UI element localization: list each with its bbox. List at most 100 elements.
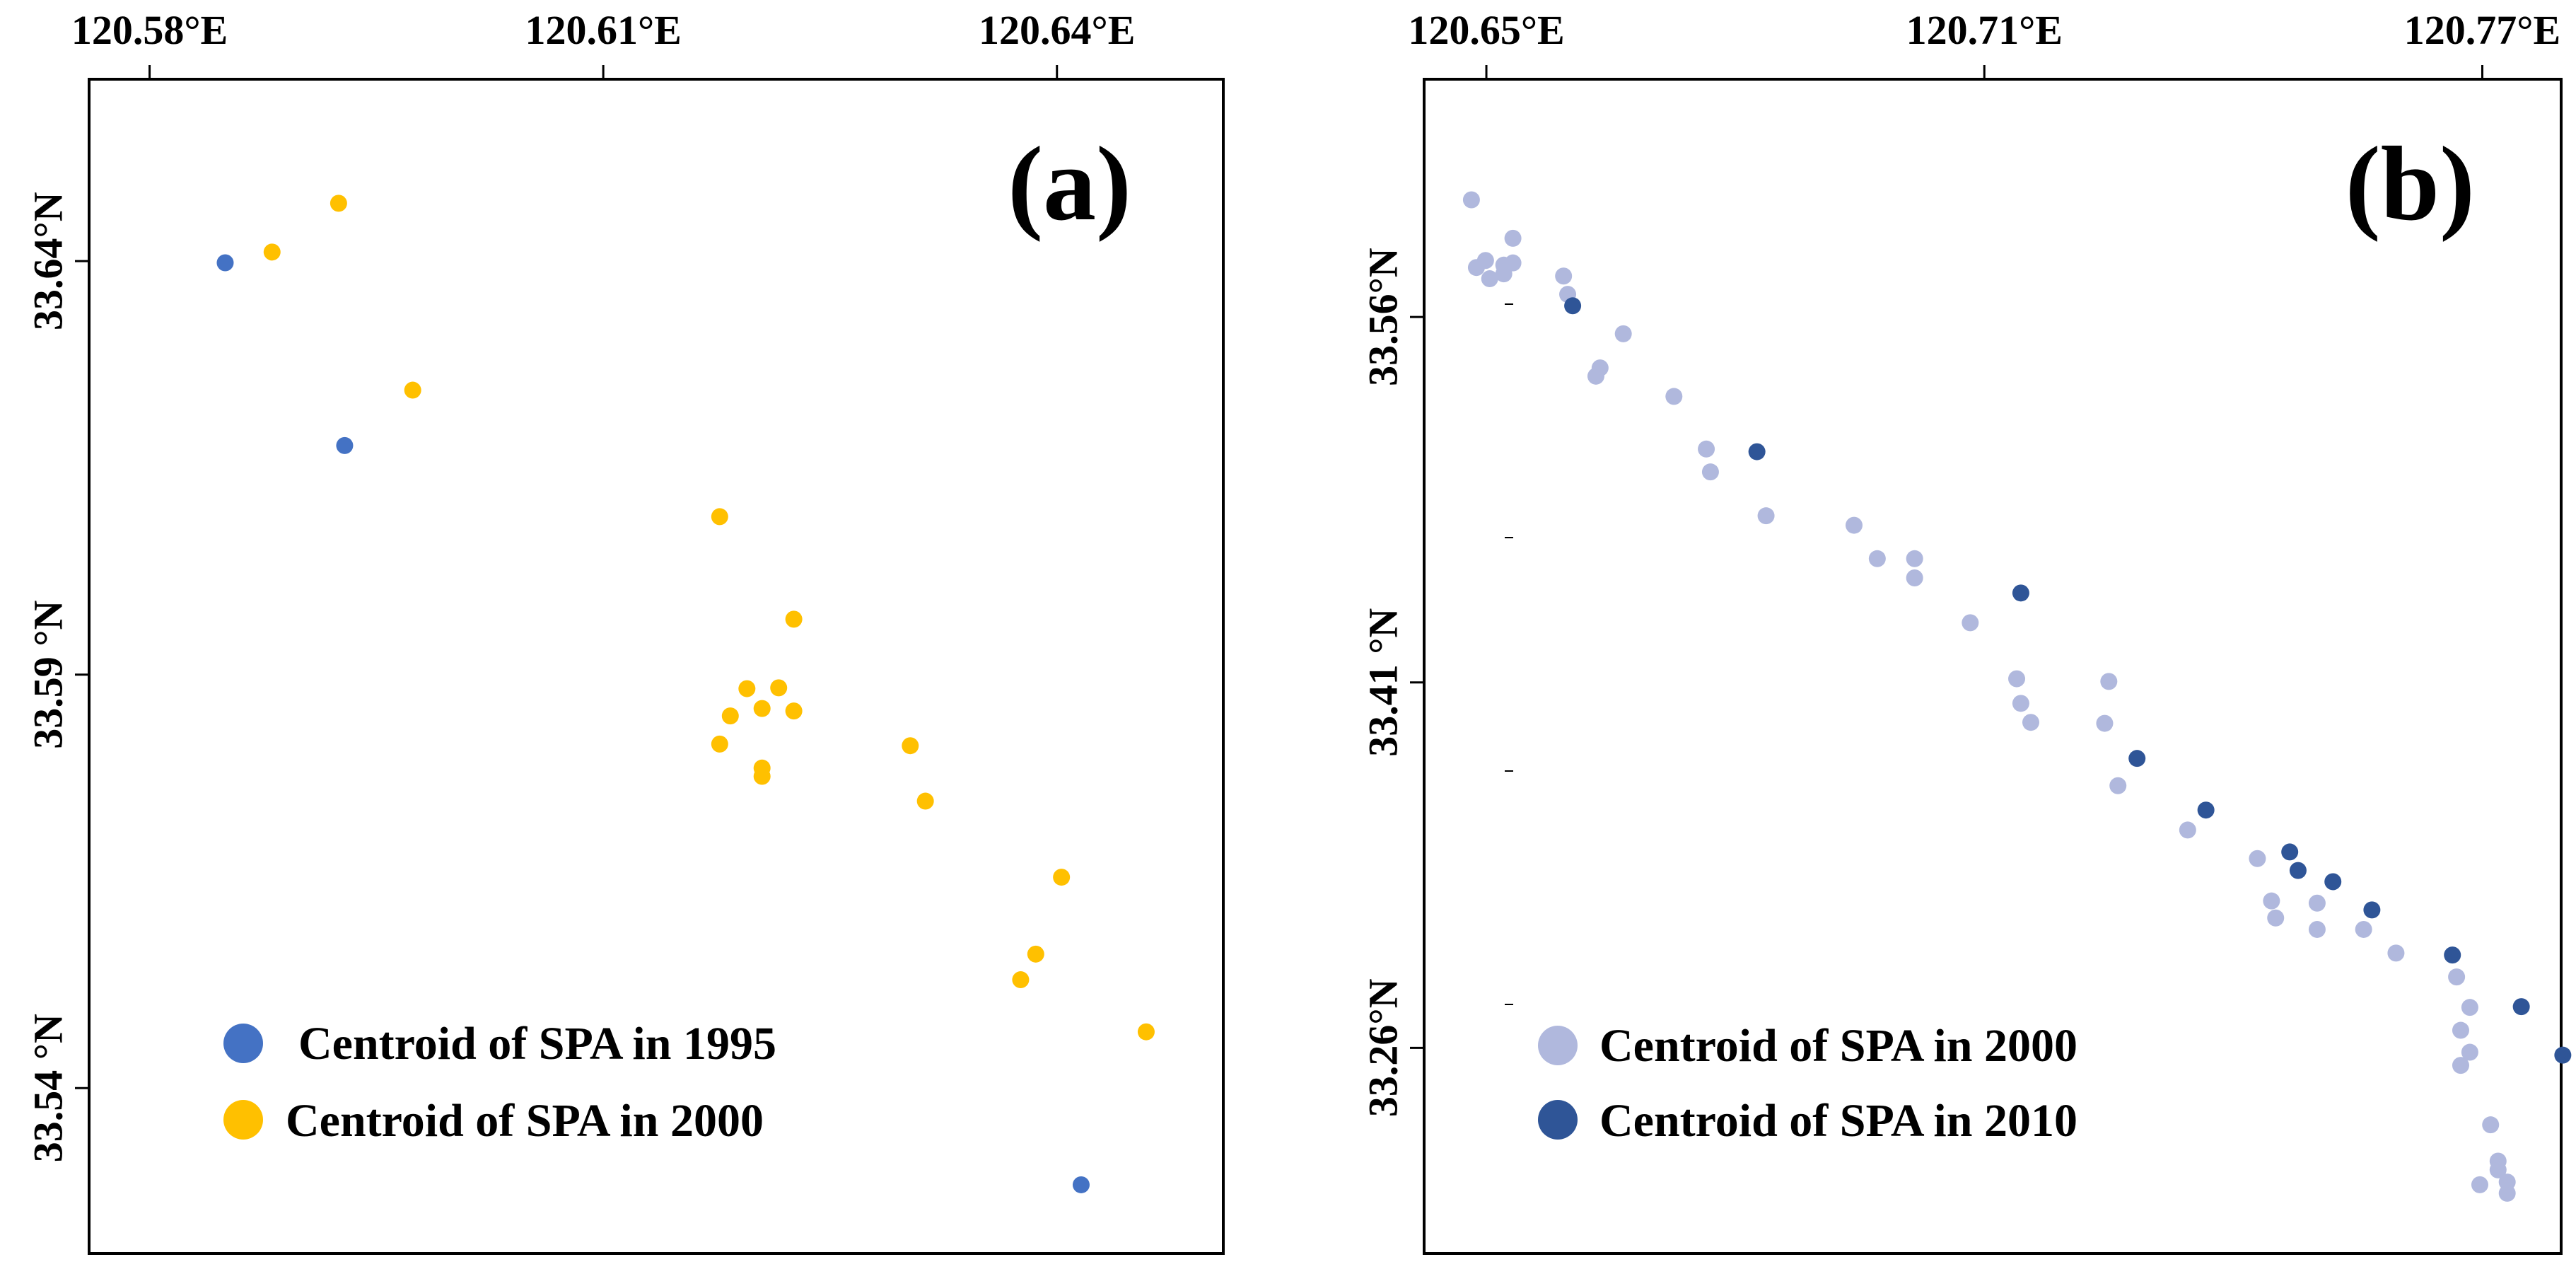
panel-b-edge-marks	[1505, 303, 1513, 1005]
point-s1-7	[753, 700, 771, 717]
point-s0-34	[2355, 920, 2372, 938]
point-s0-46	[2498, 1184, 2516, 1202]
panel-b-ticks	[1410, 65, 2483, 1049]
point-s0-28	[2179, 821, 2196, 839]
panel-b: 120.65°E 120.71°E 120.77°E 33.56°N 33.41 °N 3…	[1360, 7, 2572, 1255]
point-s1-6	[2289, 862, 2307, 879]
point-s0-25	[2022, 714, 2039, 731]
panel-b-points	[1462, 191, 2572, 1202]
y-tick-label-0: 33.56°N	[1360, 248, 1406, 386]
y-tick-label-1: 33.59 °N	[25, 601, 71, 749]
point-s1-5	[2281, 843, 2299, 861]
point-s1-2	[404, 381, 421, 399]
y-tick-label-2: 33.54 °N	[25, 1014, 71, 1162]
point-s1-0	[1564, 297, 1582, 315]
panel-a-tick-labels: 120.58°E 120.61°E 120.64°E 33.64°N 33.59 °N 3…	[25, 7, 1135, 1162]
x-tick-label-2: 120.64°E	[979, 7, 1135, 53]
point-s1-14	[916, 792, 934, 810]
point-s0-39	[2461, 1043, 2478, 1061]
point-s0-19	[1906, 550, 1923, 567]
point-s1-2	[2012, 584, 2029, 602]
point-s0-30	[2263, 892, 2280, 910]
point-s1-1	[330, 195, 347, 212]
point-s0-15	[1701, 463, 1719, 481]
point-s1-17	[1012, 971, 1030, 989]
panel-b-frame	[1423, 78, 2563, 1255]
point-s0-38	[2452, 1021, 2469, 1039]
point-s1-3	[2128, 750, 2146, 767]
point-s1-8	[721, 707, 739, 725]
point-s1-9	[785, 702, 803, 720]
point-s1-18	[1137, 1023, 1155, 1041]
point-s0-18	[1868, 550, 1886, 567]
point-s0-2	[1072, 1176, 1090, 1193]
point-s0-5	[1467, 259, 1485, 277]
point-s1-13	[902, 737, 919, 755]
point-s1-10	[2512, 998, 2530, 1016]
legend-b-label-2010: Centroid of SPA in 2010	[1599, 1095, 2077, 1147]
point-s1-4	[785, 610, 803, 628]
point-s1-1	[1748, 443, 1766, 460]
point-s0-20	[1906, 569, 1923, 586]
point-s0-44	[2471, 1176, 2488, 1193]
legend-a-marker-2000	[223, 1100, 263, 1140]
y-tick-label-0: 33.64°N	[25, 192, 71, 330]
point-s0-14	[1698, 440, 1715, 458]
point-s0-31	[2308, 894, 2326, 912]
point-s1-4	[2197, 801, 2215, 819]
legend-a-label-2000: Centroid of SPA in 2000	[286, 1095, 764, 1147]
point-s0-26	[2096, 714, 2114, 732]
point-s0-8	[1555, 267, 1573, 285]
point-s1-8	[2363, 901, 2381, 919]
x-tick-label-1: 120.61°E	[525, 7, 681, 53]
x-tick-label-0: 120.65°E	[1408, 7, 1564, 53]
x-tick-label-2: 120.77°E	[2404, 7, 2560, 53]
point-s1-16	[1027, 945, 1044, 963]
point-s0-0	[1462, 191, 1480, 209]
panel-a-points	[216, 195, 1155, 1193]
point-s0-16	[1757, 507, 1775, 525]
point-s0-37	[2461, 999, 2478, 1016]
point-s0-40	[2452, 1057, 2469, 1074]
point-s1-9	[2444, 946, 2461, 964]
point-s0-35	[2387, 944, 2405, 962]
point-s0-1	[1504, 229, 1522, 247]
point-s1-15	[1053, 869, 1071, 886]
point-s1-12	[753, 767, 771, 785]
point-s0-23	[2012, 695, 2029, 712]
point-s0-27	[2109, 777, 2127, 794]
point-s0-17	[1845, 516, 1863, 534]
point-s0-24	[2100, 673, 2118, 690]
point-s1-11	[2554, 1046, 2572, 1064]
panel-b-legend: Centroid of SPA in 2000 Centroid of SPA …	[1538, 1020, 2077, 1147]
panel-a: 120.58°E 120.61°E 120.64°E 33.64°N 33.59 °N 3…	[25, 7, 1225, 1255]
x-tick-label-0: 120.58°E	[71, 7, 228, 53]
point-s0-1	[336, 436, 354, 454]
point-s0-10	[1614, 325, 1632, 342]
point-s0-0	[216, 254, 234, 272]
point-s0-41	[2482, 1116, 2500, 1134]
legend-b-marker-2000	[1538, 1026, 1578, 1065]
point-s0-36	[2448, 968, 2466, 986]
point-s1-10	[711, 735, 728, 753]
legend-a-label-1995: Centroid of SPA in 1995	[298, 1018, 776, 1070]
point-s0-7	[1481, 270, 1498, 288]
panel-b-tick-labels: 120.65°E 120.71°E 120.77°E 33.56°N 33.41 °N 3…	[1360, 7, 2560, 1117]
legend-b-label-2000: Centroid of SPA in 2000	[1599, 1020, 2077, 1072]
point-s1-5	[770, 679, 788, 697]
point-s0-22	[2008, 670, 2026, 688]
panel-a-label: (a)	[1008, 125, 1131, 243]
point-s0-33	[2308, 920, 2326, 938]
y-tick-label-2: 33.26°N	[1360, 978, 1406, 1117]
point-s1-6	[738, 680, 756, 697]
point-s0-13	[1665, 388, 1683, 405]
y-tick-label-1: 33.41 °N	[1360, 608, 1406, 757]
legend-b-marker-2010	[1538, 1100, 1578, 1140]
point-s0-32	[2267, 909, 2285, 927]
point-s0-29	[2249, 850, 2266, 867]
panel-a-ticks	[75, 65, 1059, 1089]
point-s0-12	[1587, 367, 1604, 385]
point-s1-3	[711, 508, 728, 526]
legend-a-marker-1995	[223, 1024, 263, 1063]
